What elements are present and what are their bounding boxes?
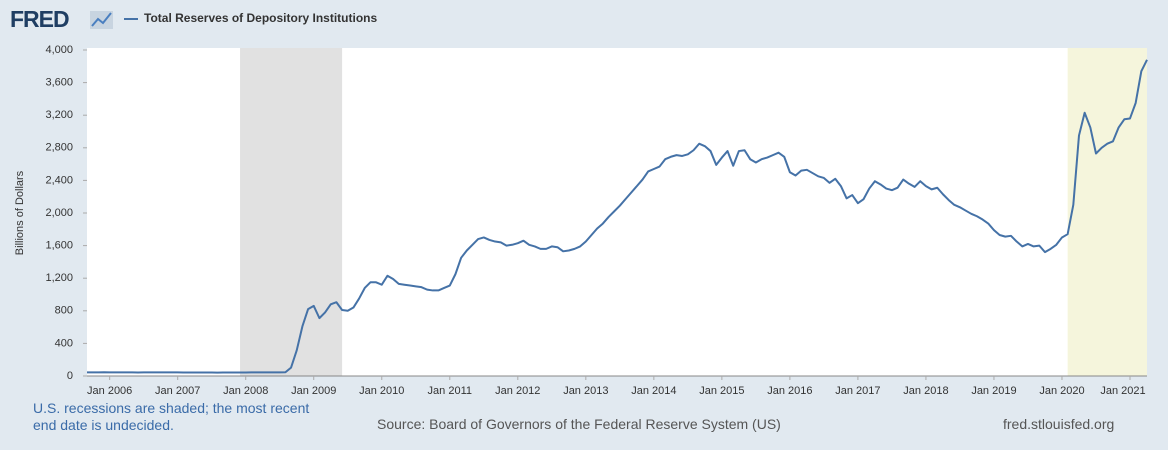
logo: FRED <box>10 6 69 32</box>
y-tick-label: 4,000 <box>45 44 73 56</box>
recession-band <box>240 48 343 376</box>
recessions <box>240 48 1147 376</box>
axes: 0 400 800 1,200 1,600 2,000 2,400 2,800 3,200 3,6… <box>45 44 1147 397</box>
y-tick-label: 800 <box>55 305 73 317</box>
recession-band <box>1067 48 1147 376</box>
y-tick-label: 3,200 <box>45 109 73 121</box>
y-tick-label: 2,800 <box>45 142 73 154</box>
y-tick-label: 2,000 <box>45 207 73 219</box>
x-tick-label: Jan 2006 <box>87 385 132 397</box>
y-tick-label: 2,400 <box>45 174 73 186</box>
logo-icon-line <box>91 12 112 27</box>
x-tick-label: Jan 2012 <box>495 385 540 397</box>
x-tick-label: Jan 2007 <box>155 385 200 397</box>
recession-note: U.S. recessions are shaded; the most rec… <box>33 400 310 433</box>
site-url[interactable]: fred.stlouisfed.org <box>1003 416 1115 432</box>
lines <box>87 59 1148 374</box>
x-tick-label: Jan 2011 <box>428 385 472 397</box>
x-tick-label: Jan 2020 <box>1039 385 1084 397</box>
logo-icon-box <box>90 11 113 29</box>
x-tick-label: Jan 2014 <box>631 385 676 397</box>
x-tick-label: Jan 2015 <box>699 385 744 397</box>
chart: FRED 0 400 800 1,200 1,600 2,000 2,400 2,800 3,2… <box>10 6 1148 397</box>
x-tick-label: Jan 2013 <box>563 385 608 397</box>
logo-icon <box>90 11 113 29</box>
x-tick-label: Jan 2019 <box>971 385 1016 397</box>
x-tick-label: Jan 2021 <box>1100 385 1145 397</box>
x-tick-label: Jan 2008 <box>223 385 268 397</box>
x-tick-label: Jan 2017 <box>835 385 880 397</box>
source: Source: Board of Governors of the Federa… <box>377 416 781 432</box>
legend-label: Total Reserves of Depository Institution… <box>144 11 377 25</box>
y-tick-label: 3,600 <box>45 77 73 89</box>
y-tick-label: 1,200 <box>45 272 73 284</box>
y-axis-label: Billions of Dollars <box>14 170 26 255</box>
y-tick-label: 400 <box>55 337 73 349</box>
x-tick-label: Jan 2009 <box>291 385 336 397</box>
y-tick-label: 0 <box>67 370 73 382</box>
x-tick-label: Jan 2010 <box>359 385 404 397</box>
y-tick-label: 1,600 <box>45 240 73 252</box>
series-line <box>87 59 1148 374</box>
legend: Total Reserves of Depository Institution… <box>124 11 377 25</box>
x-tick-label: Jan 2018 <box>903 385 948 397</box>
x-tick-label: Jan 2016 <box>767 385 812 397</box>
